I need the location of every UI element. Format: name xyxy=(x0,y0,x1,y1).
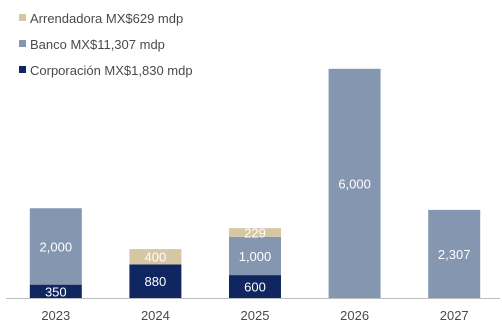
data-label: 600 xyxy=(244,280,266,295)
x-tick-label: 2025 xyxy=(241,308,270,321)
data-label: 2,000 xyxy=(40,239,73,254)
data-label: 880 xyxy=(145,274,167,289)
bar-segment xyxy=(29,284,82,298)
bar-segment xyxy=(129,264,182,298)
bars-group: 350 2,000 880 400 600 1,000 229 6,000 2,307 xyxy=(29,68,481,299)
legend-label: Banco MX$11,307 mdp xyxy=(30,37,165,52)
data-label: 1,000 xyxy=(239,249,272,264)
x-tick-label: 2027 xyxy=(440,308,469,321)
x-tick-label: 2023 xyxy=(41,308,70,321)
x-axis-ticks: 2023 2024 2025 2026 2027 xyxy=(41,308,468,321)
legend: Arrendadora MX$629 mdp Banco MX$11,307 md… xyxy=(19,11,193,78)
bar-segment xyxy=(129,249,182,265)
data-label: 229 xyxy=(244,226,266,241)
x-tick-label: 2026 xyxy=(340,308,369,321)
data-label: 2,307 xyxy=(438,247,471,262)
bar-segment xyxy=(229,236,281,276)
bar-segment xyxy=(229,275,281,298)
legend-label: Corporación MX$1,830 mdp xyxy=(30,63,193,78)
legend-item: Arrendadora MX$629 mdp xyxy=(19,11,183,26)
legend-item: Banco MX$11,307 mdp xyxy=(19,37,165,52)
legend-swatch xyxy=(19,40,26,47)
bar-segment xyxy=(229,228,281,237)
legend-item: Corporación MX$1,830 mdp xyxy=(19,63,193,78)
bar-segment xyxy=(428,209,481,298)
bar-segment xyxy=(328,68,381,298)
legend-swatch xyxy=(19,66,26,73)
bar-segment xyxy=(29,208,82,285)
data-label: 6,000 xyxy=(338,176,371,191)
data-label: 400 xyxy=(145,250,167,265)
legend-swatch xyxy=(19,14,26,21)
data-label: 350 xyxy=(45,284,67,299)
legend-label: Arrendadora MX$629 mdp xyxy=(30,11,183,26)
x-tick-label: 2024 xyxy=(141,308,170,321)
